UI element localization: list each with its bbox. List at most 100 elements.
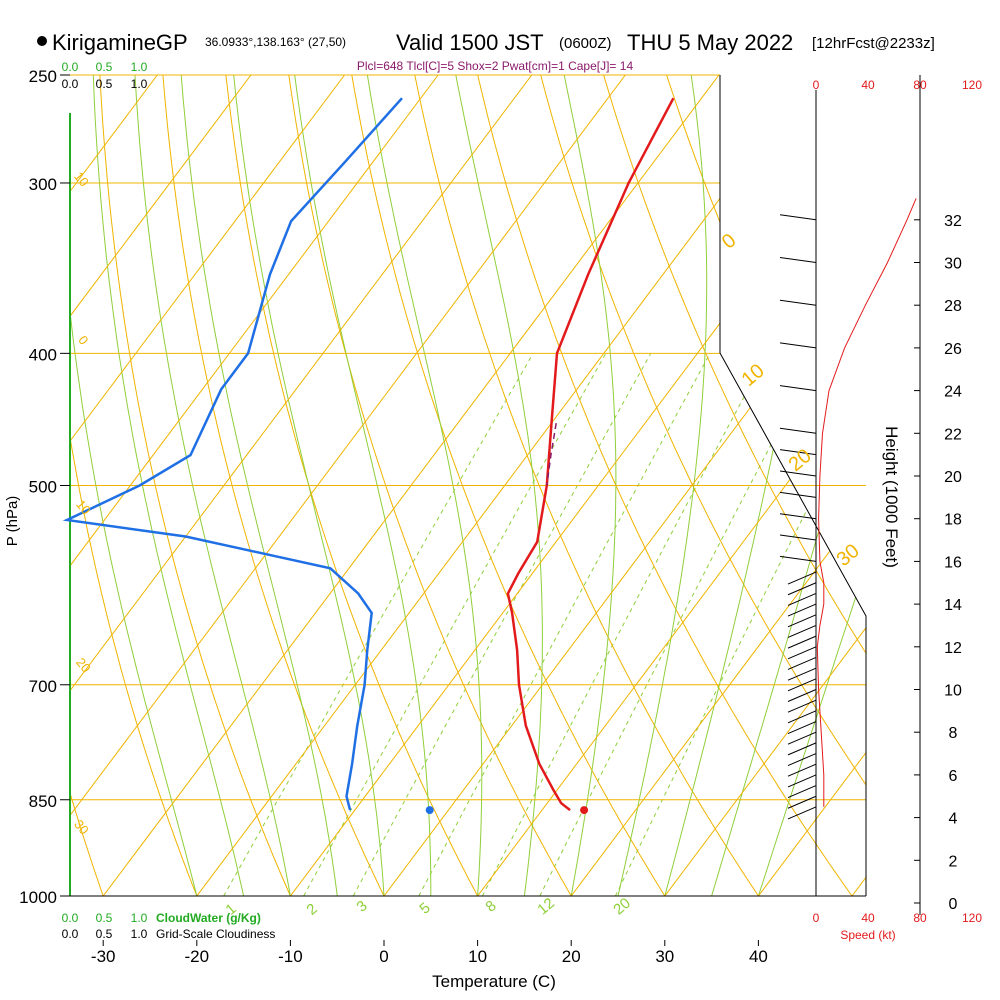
pressure-axis-label: P (hPa) <box>4 496 21 547</box>
dry-adiabat <box>414 75 759 896</box>
pressure-axis: 250 300 400 500 700 850 1000 <box>19 67 70 907</box>
valid-date: THU 5 May 2022 <box>627 30 793 55</box>
temperature-tick-label: 30 <box>655 947 674 966</box>
wind-barb <box>779 555 817 562</box>
wind-barb <box>787 774 817 788</box>
station-bullet-icon <box>37 36 47 46</box>
isotherm-line <box>570 75 866 896</box>
height-tick-label: 22 <box>944 426 962 443</box>
wind-barb <box>787 667 817 681</box>
wind-barb <box>787 603 817 617</box>
dewpoint-line <box>62 97 403 811</box>
height-tick-label: 2 <box>949 853 958 870</box>
cloud-top-label: 0.5 <box>96 60 113 74</box>
plot-area <box>69 74 1000 897</box>
cloud-bottom-label: CloudWater (g/Kg) <box>156 911 261 925</box>
height-tick-label: 6 <box>949 768 958 785</box>
wind-barb <box>787 592 817 606</box>
height-tick-label: 18 <box>944 512 962 529</box>
speed-tick-label-top: 0 <box>813 78 820 92</box>
wind-barb <box>787 731 817 745</box>
wind-barb <box>787 795 817 809</box>
surface-dewpoint-marker <box>425 806 434 815</box>
dry-adiabat <box>162 75 385 896</box>
mixing-ratio-line <box>418 353 711 896</box>
moist-adiabat <box>366 75 483 896</box>
dry-adiabat <box>981 75 1000 896</box>
temperature-tick-label: -10 <box>278 947 303 966</box>
wind-barb <box>779 449 817 456</box>
isotherm-label: 30 <box>833 540 864 571</box>
speed-tick-label-top: 40 <box>861 78 875 92</box>
height-tick-label: 8 <box>949 725 958 742</box>
dry-adiabat <box>70 75 198 896</box>
surface-temperature-marker <box>580 806 589 815</box>
moist-adiabat <box>180 75 338 896</box>
temperature-axis-label: Temperature (C) <box>432 972 556 991</box>
wind-barb <box>779 491 817 498</box>
speed-tick-label-bottom: 120 <box>962 911 982 925</box>
isotherm-line <box>758 75 866 896</box>
station-coords: 36.0933°,138.163° (27,50) <box>205 35 346 49</box>
mixing-ratio-line <box>614 353 866 896</box>
speed-tick-label-top: 120 <box>962 78 982 92</box>
wind-barb <box>787 785 817 799</box>
sounding-indices: Plcl=648 Tlcl[C]=5 Shox=2 Pwat[cm]=1 Cap… <box>357 59 634 73</box>
cloudiness-bottom-label: 0.5 <box>96 927 113 941</box>
temperature-tick-label: 0 <box>379 947 388 966</box>
moist-adiabat <box>455 75 543 896</box>
dry-adiabat <box>603 75 866 896</box>
wind-barb <box>787 699 817 713</box>
wind-barb <box>779 427 817 434</box>
speed-tick-label-bottom: 40 <box>861 911 875 925</box>
isotherm-line <box>70 75 345 896</box>
parcel-line <box>546 422 557 486</box>
dry-adiabat <box>477 75 853 896</box>
dry-adiabat <box>855 75 866 896</box>
valid-zulu: (0600Z) <box>559 35 612 52</box>
wind-barb <box>779 470 817 477</box>
speed-tick-label-bottom: 0 <box>813 911 820 925</box>
wind-barb <box>787 657 817 670</box>
moist-adiabat <box>134 75 291 896</box>
wind-barb <box>787 582 817 596</box>
station-name: KirigamineGP <box>52 30 188 55</box>
wind-barb <box>779 513 817 520</box>
wind-barb <box>787 624 817 638</box>
pressure-tick-label: 300 <box>29 175 57 194</box>
mixing-ratio-label: 3 <box>353 897 370 915</box>
height-tick-label: 4 <box>949 811 958 828</box>
mixing-ratio-label: 20 <box>610 895 634 919</box>
pressure-tick-label: 700 <box>29 677 57 696</box>
mixing-ratio-lines <box>223 353 866 896</box>
isotherm-label: 10 <box>738 360 769 391</box>
mixing-ratio-line <box>303 353 607 896</box>
pressure-tick-label: 1000 <box>19 888 57 907</box>
wind-barb <box>779 299 817 306</box>
mixing-ratio-line <box>223 353 534 896</box>
cloud-scales: 0.0 0.5 1.0 0.0 0.5 1.0 0.0 0.5 1.0 CloudWater (g… <box>62 60 276 941</box>
wind-barb <box>779 534 817 541</box>
temperature-tick-label: -20 <box>185 947 210 966</box>
wind-barb <box>787 614 817 628</box>
valid-time: Valid 1500 JST <box>396 30 544 55</box>
height-axis-label: Height (1000 Feet) <box>882 426 901 568</box>
height-tick-label: 0 <box>949 896 958 913</box>
temperature-tick-label: -30 <box>91 947 116 966</box>
dry-adiabat <box>288 75 572 896</box>
height-tick-label: 10 <box>944 683 962 700</box>
sounding-series <box>62 97 675 815</box>
temperature-tick-label: 40 <box>749 947 768 966</box>
moist-adiabat <box>92 75 245 896</box>
speed-axis-label: Speed (kt) <box>840 928 895 942</box>
wind-barb <box>779 385 817 392</box>
wind-barb <box>787 763 817 777</box>
cloudiness-bottom-label: 1.0 <box>131 927 148 941</box>
wind-barb <box>787 753 817 767</box>
height-tick-label: 32 <box>944 213 962 230</box>
cloudiness-top-label: 0.0 <box>62 77 79 91</box>
mixing-ratio-label: 12 <box>534 895 558 919</box>
dry-adiabat <box>70 75 104 896</box>
wind-barbs <box>779 214 817 820</box>
